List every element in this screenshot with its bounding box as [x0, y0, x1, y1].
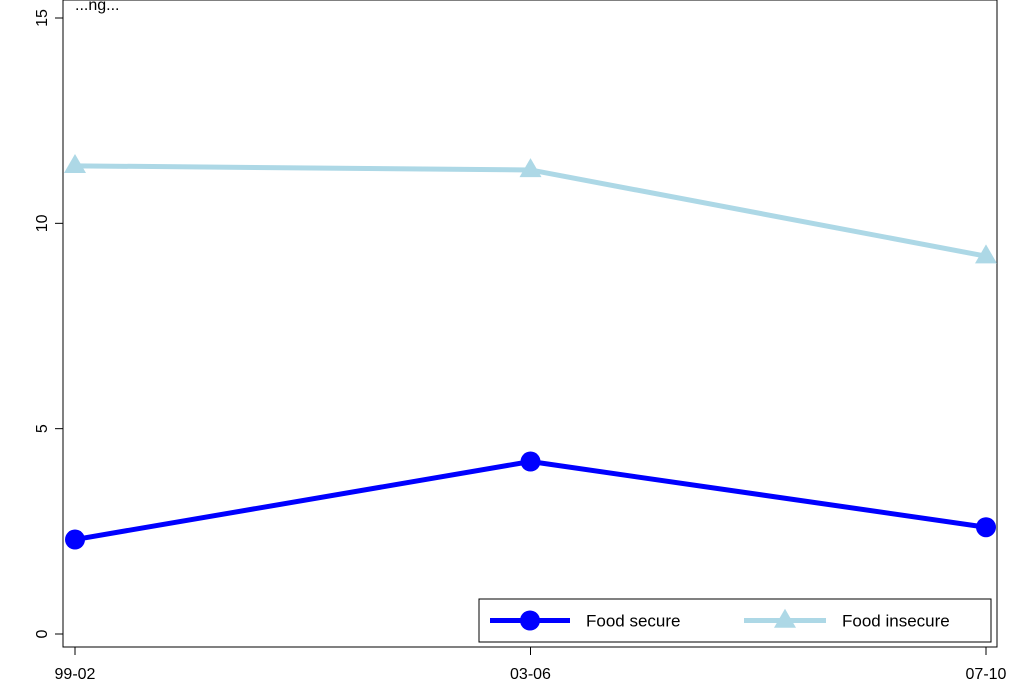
series-layer [64, 154, 997, 550]
y-axis: 0 5 10 15 [34, 9, 63, 638]
y-tick-label: 5 [34, 424, 51, 433]
legend-label-food-insecure: Food insecure [842, 612, 950, 631]
x-tick-label: 07-10 [966, 666, 1007, 683]
point-food-insecure [64, 154, 86, 174]
legend-label-food-secure: Food secure [586, 612, 681, 631]
y-tick-label: 10 [34, 214, 51, 232]
chart-title-fragment: ...ng... [75, 0, 119, 14]
y-tick-label: 15 [34, 9, 51, 27]
legend-marker-food-secure [520, 610, 540, 631]
legend: Food secure Food insecure [478, 598, 992, 643]
point-food-secure [65, 529, 85, 550]
x-axis: 99-02 03-06 07-10 [55, 647, 1007, 683]
legend-box [478, 598, 992, 643]
legend-marker-food-insecure [774, 608, 796, 628]
y-tick-label: 0 [34, 629, 51, 638]
series-line-food-secure [74, 459, 987, 543]
point-food-insecure [975, 244, 997, 264]
plot-frame [62, 0, 998, 648]
x-tick-label: 03-06 [510, 666, 551, 683]
point-food-secure [976, 517, 996, 538]
series-line-food-insecure [74, 163, 987, 259]
x-tick-label: 99-02 [55, 666, 96, 683]
point-food-insecure [519, 158, 542, 178]
point-food-secure [520, 451, 541, 472]
